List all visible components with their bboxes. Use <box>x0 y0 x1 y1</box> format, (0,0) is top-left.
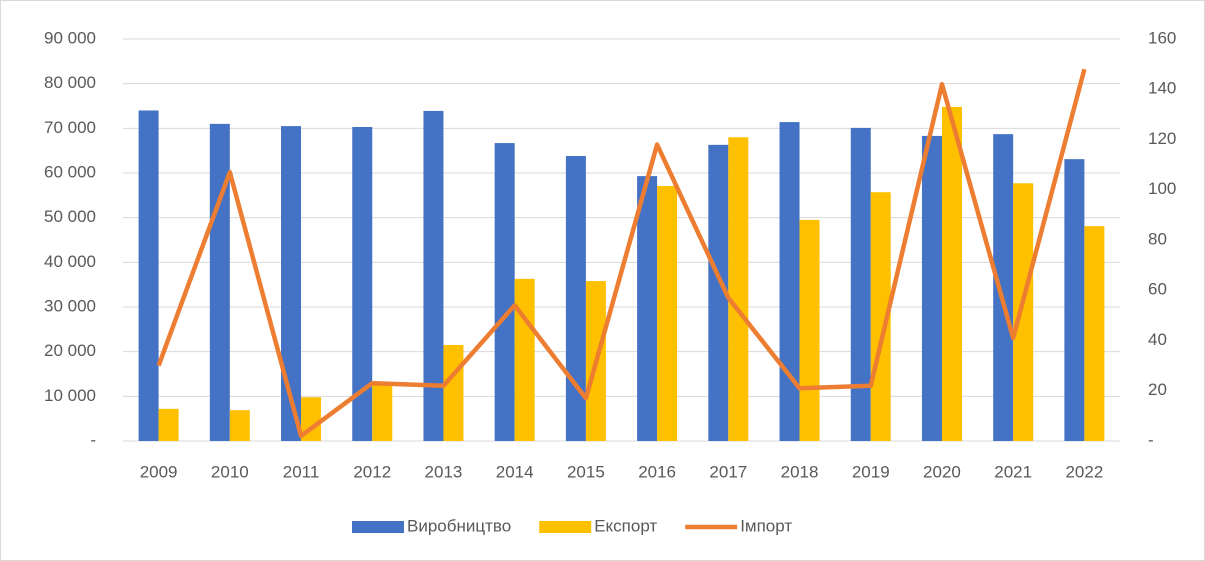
bar <box>728 137 749 441</box>
y-tick-label: 70 000 <box>44 118 96 137</box>
y2-tick-label: 120 <box>1148 129 1176 148</box>
bar <box>443 344 464 441</box>
x-tick-label: 2019 <box>852 462 890 481</box>
y-tick-label: 50 000 <box>44 207 96 226</box>
x-tick-label: 2016 <box>638 462 676 481</box>
x-tick-label: 2022 <box>1065 462 1103 481</box>
y-tick-label: 40 000 <box>44 252 96 271</box>
x-tick-label: 2017 <box>709 462 747 481</box>
x-tick-label: 2014 <box>496 462 534 481</box>
bar <box>779 122 800 441</box>
bar <box>1013 183 1034 442</box>
x-tick-label: 2020 <box>923 462 961 481</box>
y2-tick-label: 100 <box>1148 179 1176 198</box>
legend-label: Виробництво <box>407 516 511 535</box>
legend-label: Імпорт <box>740 516 792 535</box>
bar <box>229 410 250 441</box>
x-tick-label: 2012 <box>353 462 391 481</box>
bar <box>423 110 444 441</box>
x-tick-label: 2021 <box>994 462 1032 481</box>
y-tick-label: 20 000 <box>44 341 96 360</box>
bar <box>281 126 302 441</box>
y-tick-label: 30 000 <box>44 296 96 315</box>
bar <box>941 106 962 441</box>
y2-tick-label: 40 <box>1148 330 1167 349</box>
x-tick-label: 2010 <box>211 462 249 481</box>
bar <box>352 126 373 441</box>
bar <box>372 383 393 441</box>
bar <box>870 192 891 441</box>
x-tick-label: 2009 <box>140 462 178 481</box>
bar <box>565 156 586 441</box>
bar <box>993 134 1014 441</box>
y2-tick-label: 60 <box>1148 280 1167 299</box>
x-tick-label: 2018 <box>781 462 819 481</box>
line-series <box>156 68 1087 439</box>
bar <box>637 176 658 442</box>
y2-tick-label: 20 <box>1148 380 1167 399</box>
bar <box>138 110 159 441</box>
y-tick-label: 80 000 <box>44 73 96 92</box>
bar <box>921 135 942 441</box>
legend-swatch <box>539 521 592 533</box>
bar <box>209 123 230 441</box>
bar <box>1084 226 1105 441</box>
bar <box>708 144 729 442</box>
bar <box>799 219 820 441</box>
y-tick-label: 60 000 <box>44 162 96 181</box>
bar <box>657 185 678 441</box>
y-tick-label: 90 000 <box>44 28 96 47</box>
y-tick-label: - <box>90 430 96 449</box>
bar <box>494 143 515 441</box>
y2-tick-label: 80 <box>1148 229 1167 248</box>
bar <box>1064 159 1085 442</box>
y2-tick-label: 160 <box>1148 28 1176 47</box>
x-tick-label: 2011 <box>283 462 320 481</box>
bar <box>514 278 535 441</box>
y-tick-label: 10 000 <box>44 386 96 405</box>
y2-tick-label: 140 <box>1148 79 1176 98</box>
bar <box>850 127 871 442</box>
x-tick-label: 2013 <box>425 462 463 481</box>
x-tick-label: 2015 <box>567 462 605 481</box>
y2-tick-label: - <box>1148 430 1154 449</box>
bar <box>158 408 179 441</box>
legend-label: Експорт <box>594 516 657 535</box>
legend-swatch <box>352 521 404 533</box>
